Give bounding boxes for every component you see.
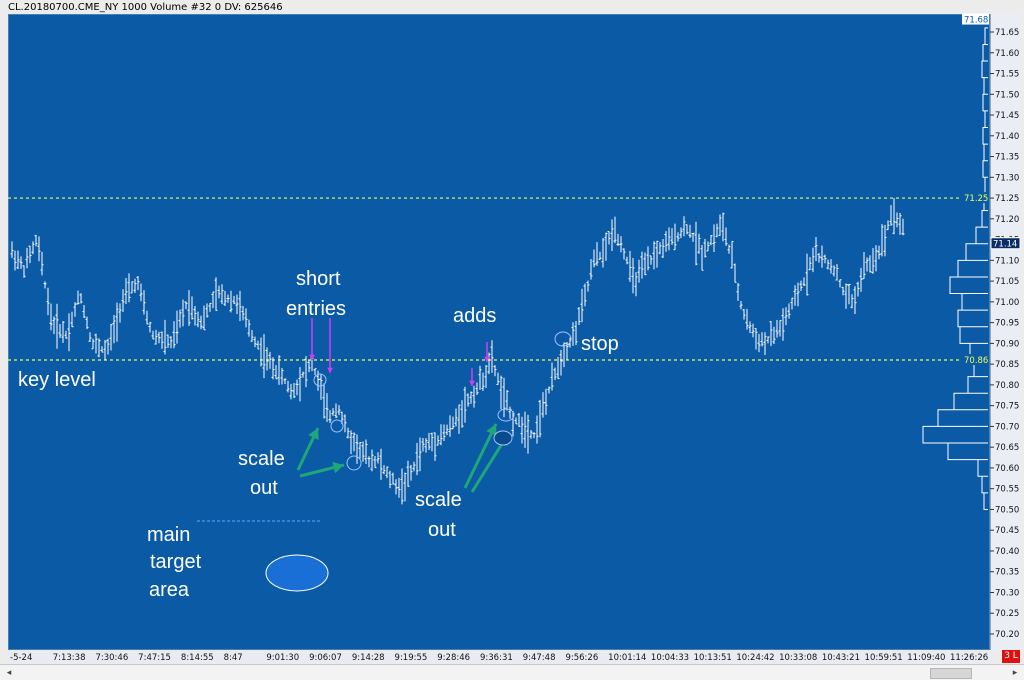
scale-arrow-2-head (332, 461, 344, 474)
fill-circle-scale-4 (493, 430, 513, 446)
y-tick-label: 71.25 (995, 194, 1019, 204)
entry-arrow-2-head (327, 367, 333, 373)
scroll-right-icon[interactable]: ▸ (1012, 667, 1018, 677)
y-tick-label: 71.55 (995, 70, 1019, 80)
x-tick-label: 9:56:26 (565, 653, 598, 663)
x-tick-label: 7:13:38 (53, 653, 86, 663)
x-tick-label: 10:01:14 (608, 653, 646, 663)
x-tick-label: 10:24:42 (736, 653, 774, 663)
price-axis[interactable] (990, 14, 1020, 650)
y-tick-label: 71.40 (995, 132, 1019, 142)
y-tick-label: 70.55 (995, 485, 1019, 495)
x-tick-label: 9:19:55 (395, 653, 428, 663)
x-tick-label: 11:09:40 (907, 653, 945, 663)
plot-area[interactable] (8, 14, 990, 650)
x-tick-label: 9:47:48 (523, 653, 556, 663)
fill-circle-scale-3 (497, 408, 515, 422)
status-badge[interactable]: 3 L (1002, 650, 1020, 663)
x-tick-label: 10:04:33 (651, 653, 689, 663)
fill-circle-stop (554, 331, 572, 347)
y-tick-label: 71.60 (995, 49, 1019, 59)
y-tick-label: 71.45 (995, 111, 1019, 121)
y-tick-label: 70.25 (995, 609, 1019, 619)
annotation-stop: stop (581, 333, 619, 355)
target-ellipse (265, 554, 329, 592)
x-tick-label: 9:14:28 (352, 653, 385, 663)
x-tick-label: 11:26:26 (950, 653, 988, 663)
chart-title: CL.20180700.CME_NY 1000 Volume #32 0 DV:… (8, 2, 283, 13)
annotation-scale-out-1-line2: out (250, 477, 278, 499)
y-tick-label: 70.35 (995, 568, 1019, 578)
y-tick-label: 70.85 (995, 360, 1019, 370)
fill-circle-scale-2 (346, 455, 362, 471)
price-flag-label-2: 71.14 (993, 240, 1017, 250)
y-tick-label: 70.90 (995, 339, 1019, 349)
y-tick-label: 70.45 (995, 526, 1019, 536)
price-flag-2 (990, 237, 1021, 250)
fill-circle-scale-1 (330, 419, 344, 433)
x-tick-label: 9:36:31 (480, 653, 513, 663)
y-tick-label: 70.50 (995, 505, 1019, 515)
annotation-entries: entries (286, 298, 346, 320)
x-tick-label: -5-24 (10, 653, 32, 663)
x-tick-label: 8:47 (224, 653, 243, 663)
y-tick-label: 71.05 (995, 277, 1019, 287)
scale-arrow-3-head (486, 424, 497, 436)
annotation-key-level: key level (18, 369, 96, 391)
price-flag-0 (962, 13, 989, 25)
annotation-short: short (296, 268, 341, 290)
y-tick-label: 70.20 (995, 630, 1019, 640)
price-flag-1 (962, 192, 989, 204)
x-tick-label: 10:13:51 (694, 653, 732, 663)
price-flag-label-0: 71.68 (964, 16, 988, 26)
y-tick-label: 70.40 (995, 547, 1019, 557)
price-flag-label-3: 70.86 (964, 356, 988, 366)
annotation-scale-out-2-line1: scale (415, 489, 462, 511)
y-tick-label: 70.60 (995, 464, 1019, 474)
x-tick-label: 7:30:46 (95, 653, 128, 663)
add-arrow-2-head (469, 380, 475, 386)
fill-circle-entry (313, 373, 327, 387)
annotation-main-target-line2: target (150, 551, 202, 573)
annotation-adds: adds (453, 305, 496, 327)
y-tick-label: 71.50 (995, 90, 1019, 100)
entry-arrow-1-head (309, 354, 315, 360)
horizontal-scrollbar[interactable]: ◂ ▸ (0, 664, 1024, 680)
x-tick-label: 8:14:55 (181, 653, 214, 663)
scroll-left-icon[interactable]: ◂ (6, 667, 12, 677)
annotation-main-target-line3: area (149, 579, 190, 601)
annotation-main-target-line1: main (147, 524, 190, 546)
x-tick-label: 10:59:51 (865, 653, 903, 663)
y-tick-label: 71.30 (995, 173, 1019, 183)
x-tick-label: 10:33:08 (779, 653, 817, 663)
x-tick-label: 7:47:15 (138, 653, 171, 663)
x-tick-label: 10:43:21 (822, 653, 860, 663)
price-flag-3 (962, 353, 989, 365)
y-tick-label: 71.35 (995, 153, 1019, 163)
y-tick-label: 71.20 (995, 215, 1019, 225)
y-tick-label: 71.00 (995, 298, 1019, 308)
y-tick-label: 71.65 (995, 28, 1019, 38)
annotation-scale-out-2-line2: out (428, 519, 456, 541)
time-axis[interactable] (8, 650, 990, 664)
volume-profile (922, 27, 988, 510)
x-tick-label: 9:01:30 (266, 653, 299, 663)
y-tick-label: 70.80 (995, 381, 1019, 391)
price-flag-label-1: 71.25 (964, 194, 988, 204)
y-tick-label: 70.95 (995, 319, 1019, 329)
add-arrow-1-head (484, 356, 490, 362)
x-tick-label: 9:28:46 (437, 653, 470, 663)
scroll-thumb[interactable] (930, 668, 972, 679)
x-tick-label: 9:06:07 (309, 653, 342, 663)
y-tick-label: 70.30 (995, 588, 1019, 598)
annotation-scale-out-1-line1: scale (238, 448, 285, 470)
y-tick-label: 70.70 (995, 422, 1019, 432)
y-tick-label: 70.65 (995, 443, 1019, 453)
y-tick-label: 70.75 (995, 402, 1019, 412)
scale-arrow-3 (463, 423, 498, 489)
y-tick-label: 71.10 (995, 256, 1019, 266)
scale-arrow-1-head (308, 428, 319, 440)
